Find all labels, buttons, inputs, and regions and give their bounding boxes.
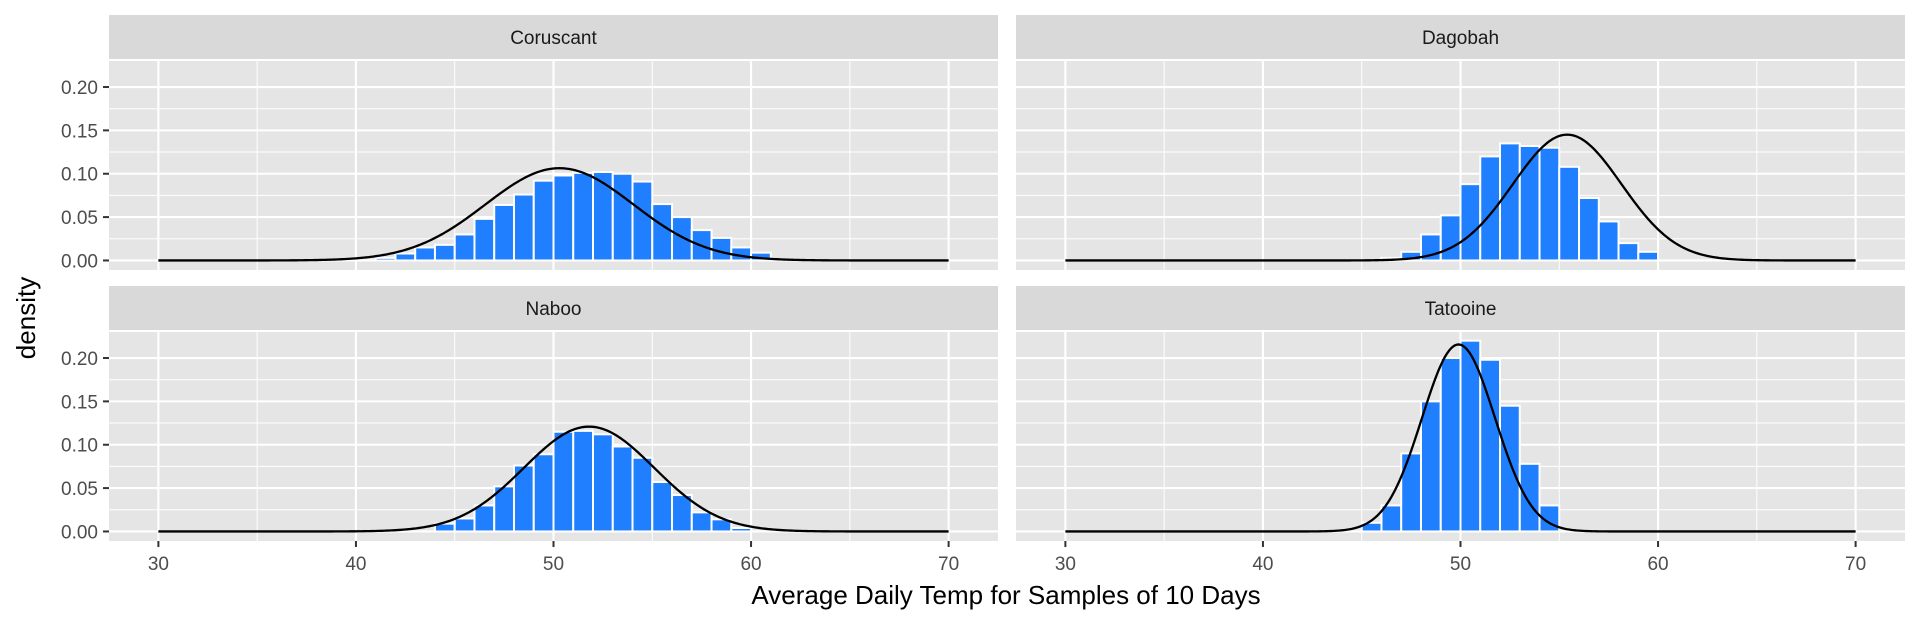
facet-dagobah: Dagobah xyxy=(1016,15,1905,270)
histogram-bar xyxy=(1597,220,1620,262)
histogram-bar xyxy=(552,174,575,262)
histogram-bar xyxy=(1400,452,1422,533)
histogram-bar xyxy=(552,430,575,533)
histogram-bar xyxy=(592,433,614,533)
y-tick-label: 0.15 xyxy=(61,392,98,413)
histogram-bar xyxy=(611,172,634,262)
histogram-bar xyxy=(374,256,397,262)
x-tick-label: 50 xyxy=(543,554,564,575)
histogram-bar xyxy=(433,243,456,262)
y-tick-label: 0.15 xyxy=(61,121,98,142)
histogram-bar xyxy=(1518,462,1541,533)
y-tick-label: 0.00 xyxy=(61,522,98,543)
y-tick-label: 0.05 xyxy=(61,479,98,500)
facet-strip xyxy=(1016,286,1905,330)
histogram-bar xyxy=(532,453,555,533)
histogram-bar xyxy=(1499,142,1521,262)
facet-strip xyxy=(109,286,998,330)
facet-panels: Coruscant 0.00 0.05 0.10 0.15 0.20 Dagobah Nabo… xyxy=(61,15,1905,575)
histogram-bar xyxy=(1637,250,1660,262)
y-tick-label: 0.05 xyxy=(61,208,98,229)
histogram-bar xyxy=(1419,400,1442,533)
x-tick-label: 30 xyxy=(1055,554,1076,575)
histogram-bar xyxy=(453,517,476,533)
x-tick-label: 70 xyxy=(1845,554,1866,575)
histogram-bar xyxy=(730,526,753,533)
histogram-bar xyxy=(394,252,417,262)
histogram-bar xyxy=(473,217,496,262)
x-tick-label: 60 xyxy=(1647,554,1668,575)
facet-title: Dagobah xyxy=(1422,28,1499,49)
histogram-bar xyxy=(1439,357,1462,533)
histogram-bar xyxy=(631,456,654,533)
facet-title: Naboo xyxy=(526,299,582,320)
histogram-bar xyxy=(592,171,614,262)
density-curve xyxy=(1065,343,1856,533)
y-axis-title: density xyxy=(11,277,41,359)
x-axis-title: Average Daily Temp for Samples of 10 Day… xyxy=(751,580,1260,610)
histogram-bar xyxy=(1578,197,1600,262)
density-curve xyxy=(158,167,949,262)
histogram-bar xyxy=(1459,183,1482,262)
x-tick-label: 30 xyxy=(148,554,169,575)
histogram-bar xyxy=(1479,155,1502,262)
facet-strip xyxy=(1016,15,1905,59)
density-curve xyxy=(158,425,949,533)
histogram-bar xyxy=(572,429,595,533)
histogram-bar xyxy=(453,233,476,262)
facet-title: Coruscant xyxy=(510,28,597,49)
histogram-bar xyxy=(1538,146,1561,262)
x-tick-label: 60 xyxy=(740,554,761,575)
facet-tatooine: Tatooine 30 40 50 60 70 xyxy=(1016,286,1905,575)
y-tick-label: 0.00 xyxy=(61,251,98,272)
facet-strip xyxy=(109,15,998,59)
y-tick-label: 0.10 xyxy=(61,165,98,186)
histogram-bar xyxy=(532,179,555,262)
histogram-bar xyxy=(671,494,693,533)
histogram-bar xyxy=(493,203,515,262)
histogram-bar xyxy=(631,180,654,262)
y-tick-label: 0.10 xyxy=(61,436,98,457)
histogram-bar xyxy=(651,203,674,262)
histogram-bar xyxy=(1439,214,1462,262)
histogram-bar xyxy=(572,171,595,262)
facet-title: Tatooine xyxy=(1425,299,1497,320)
x-tick-label: 50 xyxy=(1450,554,1471,575)
y-tick-label: 0.20 xyxy=(61,78,98,99)
histogram-bar xyxy=(1617,242,1640,262)
histogram-bar xyxy=(1558,165,1581,262)
histogram-bar xyxy=(690,511,713,533)
histogram-bar xyxy=(414,246,436,262)
density-curve xyxy=(1065,133,1856,262)
histogram-bar xyxy=(473,504,496,533)
x-tick-label: 40 xyxy=(345,554,366,575)
histogram-bar xyxy=(512,193,535,262)
x-tick-label: 70 xyxy=(938,554,959,575)
histogram-bar xyxy=(651,481,674,533)
histogram-bar xyxy=(611,445,634,533)
facet-naboo: Naboo 0.00 0.05 0.10 0.15 0.20 30 40 50 60 70 xyxy=(61,286,998,575)
y-tick-label: 0.20 xyxy=(61,349,98,370)
histogram-bar xyxy=(1499,404,1521,533)
histogram-bar xyxy=(671,216,693,262)
x-tick-label: 40 xyxy=(1252,554,1273,575)
facet-coruscant: Coruscant 0.00 0.05 0.10 0.15 0.20 xyxy=(61,15,998,272)
